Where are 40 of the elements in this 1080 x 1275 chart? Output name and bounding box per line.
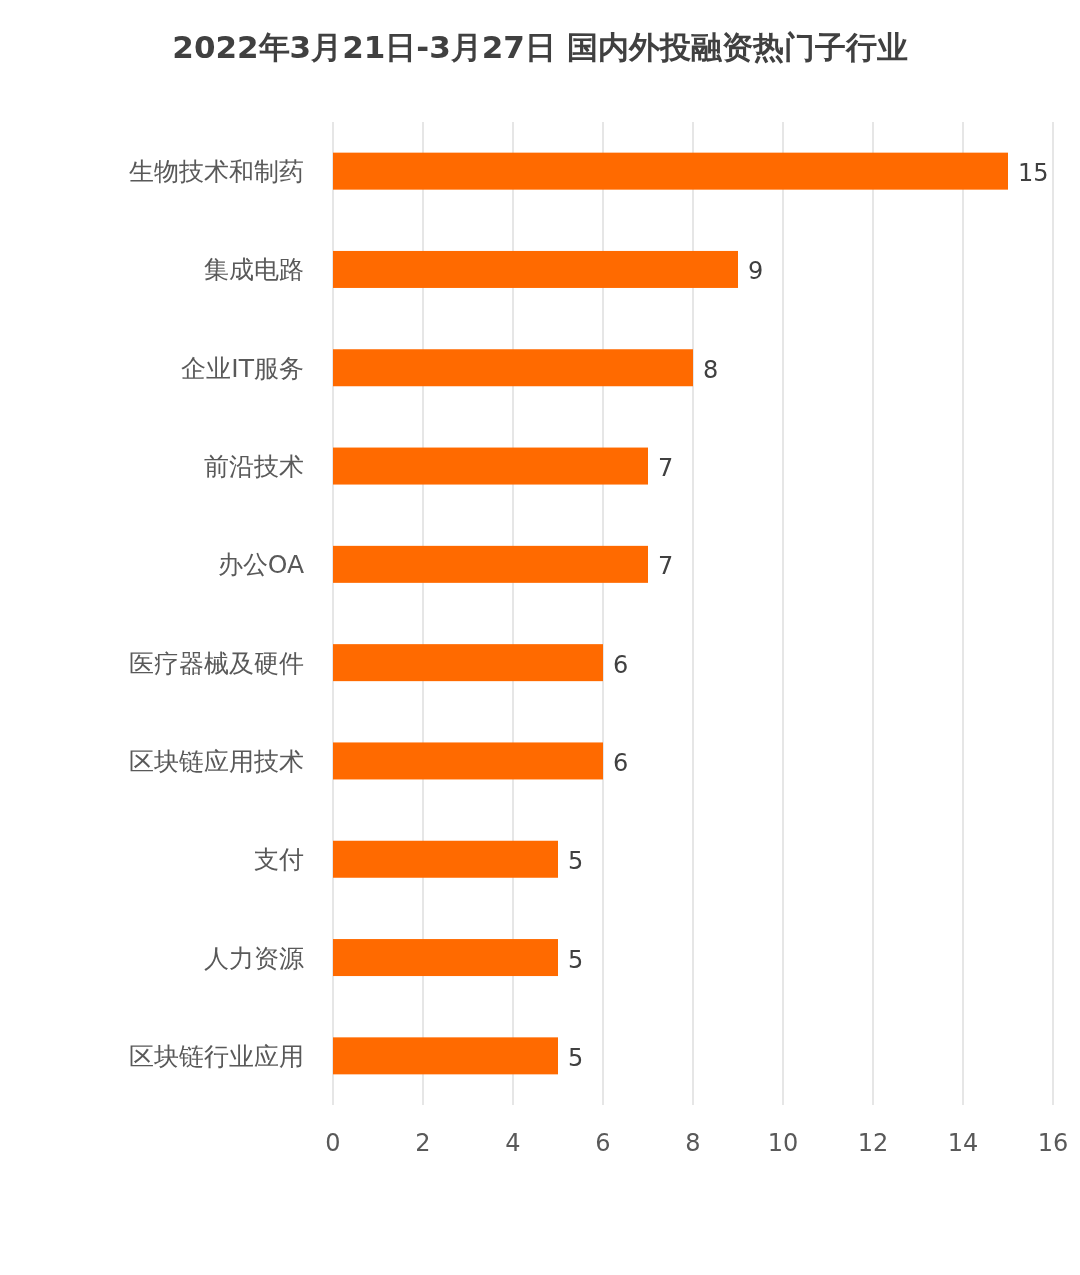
bar (333, 447, 648, 485)
bar (333, 742, 603, 780)
y-tick-label: 企业IT服务 (181, 353, 304, 383)
data-label: 8 (703, 355, 719, 384)
x-tick-label: 8 (685, 1129, 701, 1157)
y-tick-label: 办公OA (217, 550, 304, 580)
data-label: 9 (748, 257, 764, 286)
data-label: 5 (568, 847, 584, 876)
y-tick-label: 区块链应用技术 (129, 746, 304, 776)
x-tick-label: 2 (415, 1129, 431, 1157)
y-tick-label: 集成电路 (204, 255, 304, 285)
data-label: 15 (1018, 159, 1049, 188)
x-tick-label: 4 (505, 1129, 521, 1157)
x-tick-label: 10 (767, 1129, 799, 1157)
y-tick-label: 前沿技术 (204, 452, 304, 482)
bar (333, 939, 558, 977)
bar (333, 250, 738, 288)
chart-title: 2022年3月21日-3月27日 国内外投融资热门子行业 (172, 29, 908, 65)
x-tick-label: 0 (325, 1129, 341, 1157)
bar (333, 545, 648, 583)
y-tick-label: 生物技术和制药 (129, 157, 304, 187)
y-tick-label: 医疗器械及硬件 (129, 648, 304, 678)
data-label: 7 (658, 454, 674, 483)
x-tick-label: 6 (595, 1129, 611, 1157)
y-tick-label: 支付 (254, 845, 304, 875)
x-tick-label: 14 (947, 1129, 979, 1157)
y-tick-label: 人力资源 (204, 943, 304, 973)
data-label: 6 (613, 650, 629, 679)
y-tick-label: 区块链行业应用 (129, 1041, 304, 1071)
bar (333, 644, 603, 682)
data-label: 5 (568, 1043, 584, 1072)
data-label: 7 (658, 552, 674, 581)
bar (333, 840, 558, 878)
x-tick-label: 12 (857, 1129, 889, 1157)
data-label: 6 (613, 748, 629, 777)
bar (333, 152, 1008, 190)
data-label: 5 (568, 945, 584, 974)
bar (333, 1037, 558, 1075)
bar (333, 349, 693, 387)
x-tick-label: 16 (1037, 1129, 1069, 1157)
